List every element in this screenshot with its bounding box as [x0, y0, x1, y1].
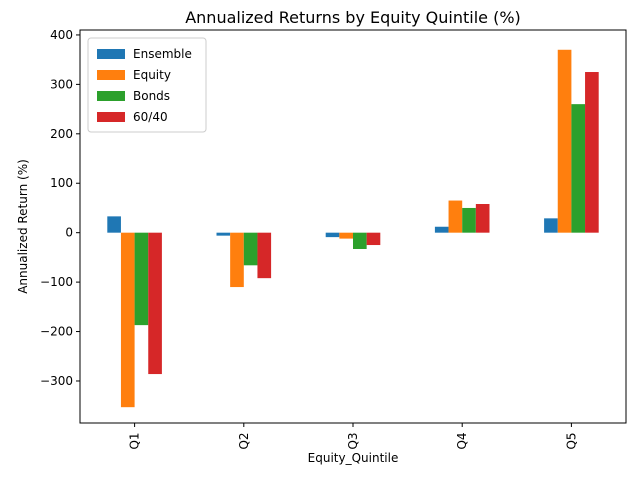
legend-swatch-bonds: [97, 91, 125, 101]
legend-box: [87, 37, 207, 133]
y-tick-label: 300: [50, 77, 73, 91]
x-axis-label: Equity_Quintile: [308, 451, 399, 465]
bar-bonds-q1: [134, 232, 149, 326]
bar-equity-q2: [230, 232, 244, 288]
bar-ensemble-q5: [544, 218, 558, 233]
legend-label-60-40: 60/40: [133, 110, 168, 124]
legend-label-bonds: Bonds: [133, 89, 170, 103]
bar-60-40-q5: [585, 72, 599, 233]
y-tick-label: −300: [40, 374, 73, 388]
plot-area: [107, 49, 599, 408]
bar-ensemble-q2: [216, 232, 231, 236]
x-axis: Q1 Q2 Q3 Q4 Q5: [128, 423, 578, 450]
legend-swatch-equity: [97, 70, 125, 80]
bar-equity-q4: [448, 200, 463, 233]
x-tick-label-q5: Q5: [564, 432, 578, 449]
x-tick-label-q1: Q1: [128, 432, 142, 449]
bar-equity-q5: [557, 49, 572, 233]
bar-bonds-q4: [462, 207, 476, 233]
x-tick-label-q3: Q3: [346, 432, 360, 449]
bar-equity-q3: [339, 232, 353, 239]
y-tick-label: −100: [40, 275, 73, 289]
bar-ensemble-q3: [325, 232, 340, 238]
x-tick-label-q2: Q2: [237, 432, 251, 449]
bar-60-40-q1: [148, 232, 162, 375]
bar-bonds-q2: [243, 232, 258, 266]
legend-swatch-60-40: [97, 112, 125, 122]
y-tick-label: 400: [50, 28, 73, 42]
bar-bonds-q5: [571, 104, 586, 233]
bar-ensemble-q4: [434, 226, 449, 233]
bar-60-40-q4: [475, 204, 490, 233]
y-tick-label: −200: [40, 325, 73, 339]
legend-label-ensemble: Ensemble: [133, 47, 192, 61]
x-tick-label-q4: Q4: [455, 432, 469, 449]
bar-equity-q1: [120, 232, 135, 408]
bar-ensemble-q1: [107, 216, 121, 233]
bar-60-40-q3: [366, 232, 381, 246]
bar-bonds-q3: [353, 232, 367, 249]
y-tick-label: 0: [65, 226, 73, 240]
y-axis: −300 −200 −100 0 100 200 300 400: [40, 28, 80, 388]
legend-swatch-ensemble: [97, 49, 125, 59]
y-tick-label: 100: [50, 176, 73, 190]
bar-60-40-q2: [257, 232, 272, 279]
y-axis-label: Annualized Return (%): [16, 159, 30, 294]
legend: Ensemble Equity Bonds 60/40: [87, 37, 207, 133]
legend-label-equity: Equity: [133, 68, 171, 82]
chart-title: Annualized Returns by Equity Quintile (%…: [185, 8, 521, 27]
y-tick-label: 200: [50, 127, 73, 141]
